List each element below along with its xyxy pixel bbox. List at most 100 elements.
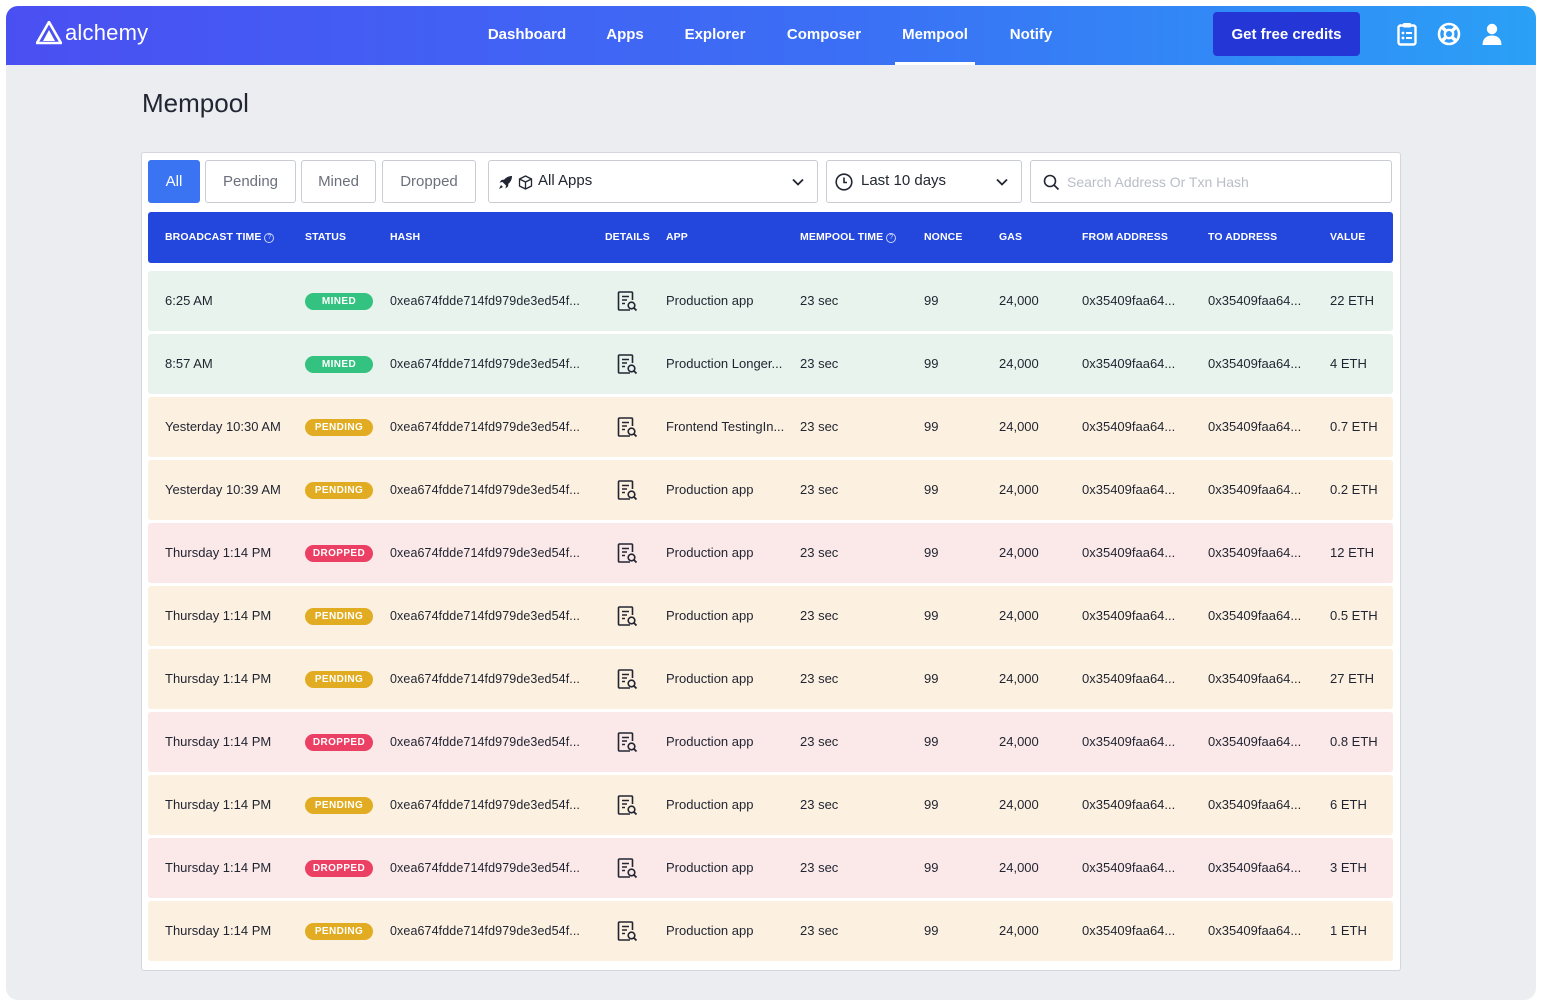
broadcast-time-cell: Thursday 1:14 PM	[165, 545, 272, 560]
table-row[interactable]: Thursday 1:14 PM 0xea674fdde714fd979de3ed…	[148, 523, 1393, 583]
nav-composer[interactable]: Composer	[786, 26, 862, 43]
column-header-mempool-time[interactable]: MEMPOOL TIME?	[800, 212, 897, 263]
details-icon[interactable]	[616, 794, 638, 816]
alchemy-logo[interactable]: alchemy	[36, 20, 148, 46]
filter-pending-button[interactable]: Pending	[205, 160, 296, 203]
value-cell: 0.5 ETH	[1330, 608, 1378, 623]
nav-dashboard[interactable]: Dashboard	[487, 26, 567, 43]
value-cell: 12 ETH	[1330, 545, 1375, 560]
table-row[interactable]: Thursday 1:14 PM 0xea674fdde714fd979de3ed…	[148, 586, 1393, 646]
details-icon[interactable]	[616, 920, 638, 942]
details-icon[interactable]	[616, 731, 638, 753]
search-input[interactable]	[1067, 170, 1377, 194]
table-row[interactable]: Yesterday 10:39 AM 0xea674fdde714fd979de3…	[148, 460, 1393, 520]
mempool-time-cell: 23 sec	[800, 860, 839, 875]
app-select[interactable]: All Apps	[488, 160, 818, 203]
app-select-value: All Apps	[538, 172, 593, 189]
app-cell: Production app	[666, 734, 754, 749]
column-header-to-address[interactable]: TO ADDRESS	[1208, 231, 1278, 243]
table-row[interactable]: 6:25 AM 0xea674fdde714fd979de3ed54f... Pro…	[148, 271, 1393, 331]
from-address-cell[interactable]: 0x35409faa64...	[1082, 734, 1176, 749]
column-header-details[interactable]: DETAILS	[605, 231, 650, 243]
hash-cell[interactable]: 0xea674fdde714fd979de3ed54f...	[390, 609, 580, 623]
column-header-nonce[interactable]: NONCE	[924, 231, 963, 243]
details-icon[interactable]	[616, 668, 638, 690]
time-range-select[interactable]: Last 10 days	[826, 160, 1022, 203]
nav-apps[interactable]: Apps	[606, 26, 644, 43]
table-row[interactable]: Yesterday 10:30 AM 0xea674fdde714fd979de3…	[148, 397, 1393, 457]
filter-mined-button[interactable]: Mined	[301, 160, 376, 203]
from-address-cell[interactable]: 0x35409faa64...	[1082, 608, 1176, 623]
to-address-cell[interactable]: 0x35409faa64...	[1208, 797, 1302, 812]
to-address-cell[interactable]: 0x35409faa64...	[1208, 860, 1302, 875]
details-icon[interactable]	[616, 605, 638, 627]
filter-dropped-button[interactable]: Dropped	[382, 160, 476, 203]
hash-cell[interactable]: 0xea674fdde714fd979de3ed54f...	[390, 798, 580, 812]
clipboard-icon[interactable]	[1395, 21, 1419, 47]
help-icon[interactable]: ?	[264, 233, 275, 243]
column-header-status[interactable]: STATUS	[305, 231, 347, 243]
to-address-cell[interactable]: 0x35409faa64...	[1208, 545, 1302, 560]
column-header-value[interactable]: VALUE	[1330, 231, 1366, 243]
column-header-gas[interactable]: GAS	[999, 231, 1023, 243]
hash-cell[interactable]: 0xea674fdde714fd979de3ed54f...	[390, 672, 580, 686]
details-icon[interactable]	[616, 416, 638, 438]
from-address-cell[interactable]: 0x35409faa64...	[1082, 356, 1176, 371]
from-address-cell[interactable]: 0x35409faa64...	[1082, 293, 1176, 308]
to-address-cell[interactable]: 0x35409faa64...	[1208, 734, 1302, 749]
to-address-cell[interactable]: 0x35409faa64...	[1208, 608, 1302, 623]
app-cell: Production app	[666, 797, 754, 812]
table-row[interactable]: Thursday 1:14 PM 0xea674fdde714fd979de3ed…	[148, 901, 1393, 961]
get-free-credits-button[interactable]: Get free credits	[1213, 12, 1360, 56]
details-icon[interactable]	[616, 857, 638, 879]
column-header-hash[interactable]: HASH	[390, 231, 421, 243]
to-address-cell[interactable]: 0x35409faa64...	[1208, 419, 1302, 434]
nav-notify[interactable]: Notify	[1009, 26, 1053, 43]
table-row[interactable]: Thursday 1:14 PM 0xea674fdde714fd979de3ed…	[148, 712, 1393, 772]
from-address-cell[interactable]: 0x35409faa64...	[1082, 797, 1176, 812]
column-header-broadcast-time[interactable]: BROADCAST TIME?	[165, 212, 275, 263]
to-address-cell[interactable]: 0x35409faa64...	[1208, 923, 1302, 938]
table-row[interactable]: Thursday 1:14 PM 0xea674fdde714fd979de3ed…	[148, 649, 1393, 709]
help-icon[interactable]: ?	[886, 233, 897, 243]
mempool-time-cell: 23 sec	[800, 356, 839, 371]
hash-cell[interactable]: 0xea674fdde714fd979de3ed54f...	[390, 483, 580, 497]
broadcast-time-cell: Yesterday 10:30 AM	[165, 419, 281, 434]
column-header-from-address[interactable]: FROM ADDRESS	[1082, 231, 1168, 243]
to-address-cell[interactable]: 0x35409faa64...	[1208, 293, 1302, 308]
table-row[interactable]: Thursday 1:14 PM 0xea674fdde714fd979de3ed…	[148, 775, 1393, 835]
from-address-cell[interactable]: 0x35409faa64...	[1082, 860, 1176, 875]
user-icon[interactable]	[1480, 21, 1504, 47]
details-icon[interactable]	[616, 479, 638, 501]
details-icon[interactable]	[616, 290, 638, 312]
lifebuoy-icon[interactable]	[1437, 21, 1461, 47]
hash-cell[interactable]: 0xea674fdde714fd979de3ed54f...	[390, 294, 580, 308]
from-address-cell[interactable]: 0x35409faa64...	[1082, 923, 1176, 938]
from-address-cell[interactable]: 0x35409faa64...	[1082, 545, 1176, 560]
nonce-cell: 99	[924, 923, 939, 938]
nonce-cell: 99	[924, 797, 939, 812]
column-header-app[interactable]: APP	[666, 231, 688, 243]
hash-cell[interactable]: 0xea674fdde714fd979de3ed54f...	[390, 357, 580, 371]
to-address-cell[interactable]: 0x35409faa64...	[1208, 482, 1302, 497]
details-icon[interactable]	[616, 542, 638, 564]
hash-cell[interactable]: 0xea674fdde714fd979de3ed54f...	[390, 861, 580, 875]
table-row[interactable]: 8:57 AM 0xea674fdde714fd979de3ed54f... Pro…	[148, 334, 1393, 394]
hash-cell[interactable]: 0xea674fdde714fd979de3ed54f...	[390, 735, 580, 749]
hash-cell[interactable]: 0xea674fdde714fd979de3ed54f...	[390, 546, 580, 560]
to-address-cell[interactable]: 0x35409faa64...	[1208, 356, 1302, 371]
nav-mempool[interactable]: Mempool	[895, 6, 975, 65]
clock-icon	[835, 173, 853, 195]
nav-explorer[interactable]: Explorer	[684, 26, 746, 43]
broadcast-time-cell: Yesterday 10:39 AM	[165, 482, 281, 497]
table-row[interactable]: Thursday 1:14 PM 0xea674fdde714fd979de3ed…	[148, 838, 1393, 898]
from-address-cell[interactable]: 0x35409faa64...	[1082, 419, 1176, 434]
from-address-cell[interactable]: 0x35409faa64...	[1082, 482, 1176, 497]
details-icon[interactable]	[616, 353, 638, 375]
status-badge: MINED	[305, 293, 373, 310]
from-address-cell[interactable]: 0x35409faa64...	[1082, 671, 1176, 686]
hash-cell[interactable]: 0xea674fdde714fd979de3ed54f...	[390, 420, 580, 434]
filter-all-button[interactable]: All	[148, 160, 200, 203]
to-address-cell[interactable]: 0x35409faa64...	[1208, 671, 1302, 686]
hash-cell[interactable]: 0xea674fdde714fd979de3ed54f...	[390, 924, 580, 938]
